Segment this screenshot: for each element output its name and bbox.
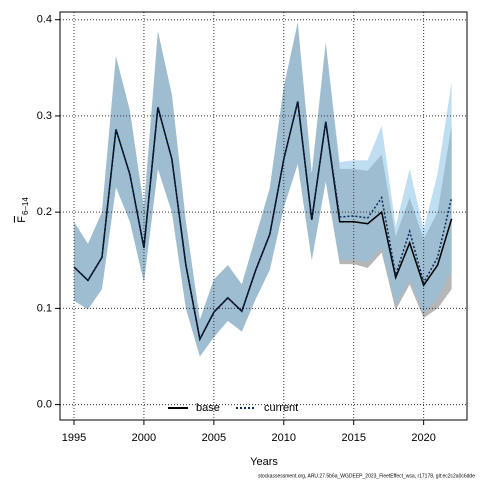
series-line: [73, 101, 453, 342]
x-axis-label: Years: [250, 456, 278, 468]
series-line: [73, 101, 453, 342]
x-tick-label: 2015: [341, 432, 365, 444]
y-tick-label: 0.2: [37, 206, 52, 218]
y-tick-label: 0.4: [37, 14, 52, 26]
y-tick-label: 0.0: [37, 399, 52, 411]
x-tick-label: 2020: [411, 432, 435, 444]
x-tick-label: 2010: [272, 432, 296, 444]
legend-label: current: [264, 402, 298, 414]
footnote: stockassessment.org, ARU.27.5b6a_WGDEEP_…: [258, 473, 475, 479]
legend-label: base: [196, 402, 220, 414]
y-tick-label: 0.1: [37, 302, 52, 314]
x-tick-label: 1995: [62, 432, 86, 444]
x-tick-label: 2005: [202, 432, 226, 444]
y-axis-label-sub: 6–14: [21, 197, 30, 215]
y-axis-label: F: [16, 216, 28, 223]
y-axis-label-group: F 6–14: [16, 197, 30, 223]
confidence-band: [73, 22, 452, 357]
y-tick-label: 0.3: [37, 110, 52, 122]
x-tick-label: 2000: [132, 432, 156, 444]
plot-frame: [59, 11, 468, 421]
